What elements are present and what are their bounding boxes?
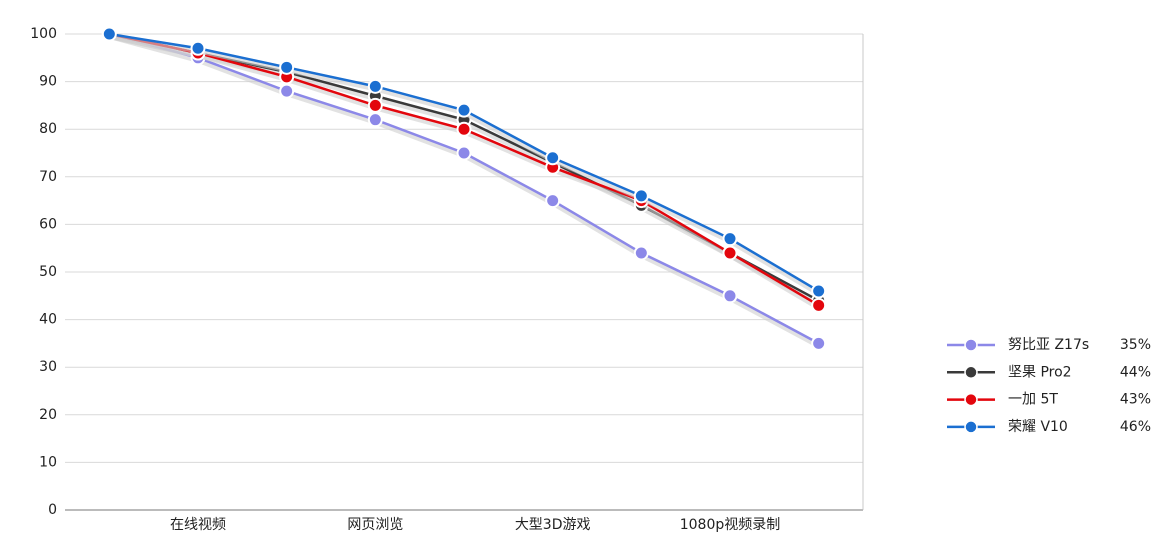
legend-value: 44%	[1120, 364, 1151, 380]
point	[367, 112, 383, 128]
y-tick-label: 90	[39, 74, 57, 90]
point	[722, 245, 738, 261]
legend-label: 努比亚 Z17s	[1008, 337, 1089, 353]
point	[633, 188, 649, 204]
series-line	[109, 32, 820, 302]
series-line	[109, 32, 820, 293]
x-tick-label: 大型3D游戏	[515, 517, 591, 533]
legend-label: 一加 5T	[1008, 392, 1058, 408]
y-tick-label: 80	[39, 121, 57, 137]
legend-marker	[964, 420, 978, 434]
series-line	[109, 32, 820, 345]
y-tick-label: 70	[39, 169, 57, 185]
y-tick-label: 100	[30, 26, 57, 42]
point	[279, 83, 295, 99]
point	[456, 145, 472, 161]
y-tick-label: 40	[39, 312, 57, 328]
legend-value: 35%	[1120, 337, 1151, 353]
y-tick-label: 20	[39, 407, 57, 423]
line-halo	[108, 33, 821, 296]
point	[279, 59, 295, 75]
point	[722, 288, 738, 304]
legend-marker	[964, 365, 978, 380]
point	[456, 102, 472, 118]
y-tick-label: 30	[39, 359, 57, 375]
point	[367, 97, 383, 113]
point	[633, 245, 649, 261]
y-tick-label: 60	[39, 216, 57, 232]
legend-label: 坚果 Pro2	[1008, 364, 1072, 380]
point	[101, 26, 117, 42]
point	[545, 193, 561, 209]
point	[811, 283, 827, 299]
legend-marker	[964, 392, 978, 407]
legend-value: 43%	[1120, 392, 1151, 408]
legend-marker	[964, 338, 978, 352]
point	[190, 40, 206, 56]
x-tick-label: 网页浏览	[347, 517, 403, 533]
line-halo	[108, 33, 821, 349]
y-tick-label: 10	[39, 454, 57, 470]
x-tick-label: 1080p视频录制	[680, 517, 781, 533]
x-tick-label: 在线视频	[170, 517, 226, 533]
point	[811, 335, 827, 351]
point	[456, 121, 472, 137]
legend-label: 荣耀 V10	[1008, 419, 1068, 435]
point	[811, 297, 827, 313]
y-tick-label: 0	[48, 502, 57, 518]
y-tick-label: 50	[39, 264, 57, 280]
point	[722, 231, 738, 247]
line-halo	[108, 33, 821, 306]
line-halo	[108, 33, 821, 310]
point	[545, 150, 561, 166]
point	[367, 78, 383, 94]
series-line	[109, 32, 820, 307]
legend-value: 46%	[1120, 419, 1151, 435]
